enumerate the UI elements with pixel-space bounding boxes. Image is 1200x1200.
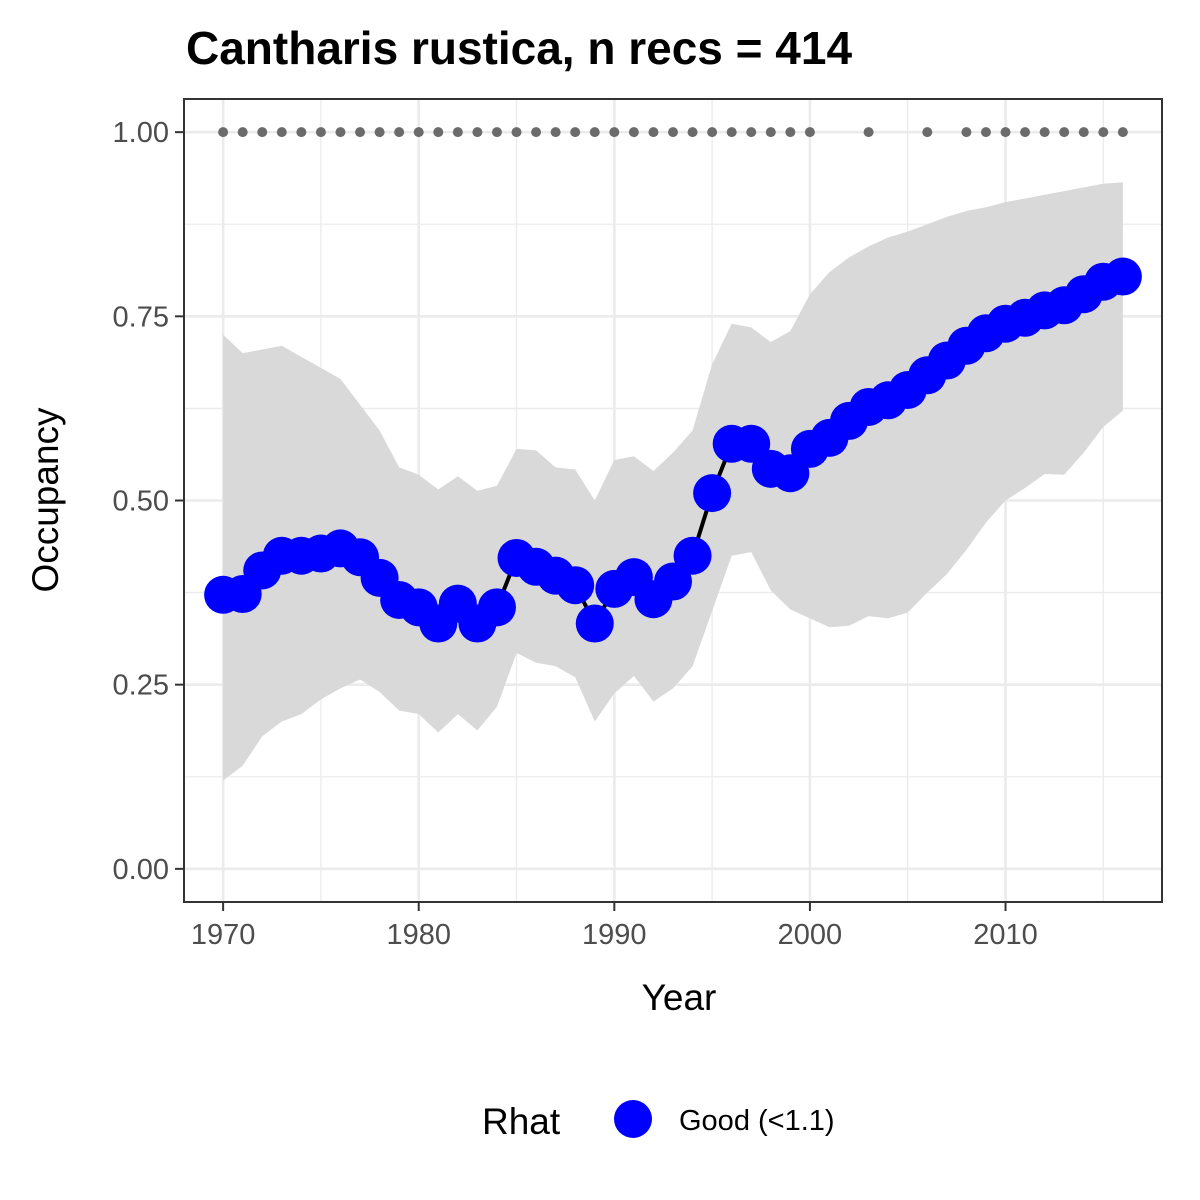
record-year-dot bbox=[511, 127, 522, 138]
record-year-dot bbox=[257, 127, 268, 138]
record-year-dot bbox=[1000, 127, 1011, 138]
legend: Rhat Good (<1.1) bbox=[482, 1100, 835, 1142]
occupancy-point bbox=[556, 566, 595, 605]
occupancy-point bbox=[654, 562, 692, 601]
confidence-ribbon-layer bbox=[223, 182, 1123, 781]
y-axis: 0.00 0.25 0.50 0.75 1.00 bbox=[113, 117, 184, 886]
occupancy-point bbox=[673, 536, 712, 575]
occupancy-point bbox=[575, 604, 614, 643]
record-year-dot bbox=[746, 127, 757, 138]
record-year-dot bbox=[218, 127, 229, 138]
record-year-dot bbox=[296, 127, 307, 138]
record-year-dot bbox=[237, 127, 248, 138]
record-year-dot bbox=[1059, 127, 1070, 138]
record-year-dot bbox=[765, 127, 776, 138]
record-year-dot bbox=[1098, 127, 1109, 138]
occupancy-point bbox=[1103, 257, 1142, 296]
record-year-dot bbox=[491, 127, 502, 138]
record-year-dot bbox=[335, 127, 346, 138]
record-year-dot bbox=[922, 127, 933, 138]
confidence-ribbon bbox=[223, 182, 1123, 781]
record-year-dot bbox=[355, 127, 366, 138]
record-year-dot bbox=[726, 127, 737, 138]
y-tick-label: 0.50 bbox=[113, 486, 169, 518]
legend-label-good: Good (<1.1) bbox=[679, 1105, 835, 1137]
record-year-dot bbox=[804, 127, 815, 138]
record-year-dot bbox=[863, 127, 874, 138]
occupancy-point bbox=[693, 474, 732, 513]
record-year-dot bbox=[980, 127, 991, 138]
y-axis-title: Occupancy bbox=[25, 407, 66, 593]
record-year-dot bbox=[433, 127, 444, 138]
record-years-layer bbox=[218, 127, 1128, 138]
record-year-dot bbox=[589, 127, 600, 138]
record-year-dot bbox=[687, 127, 698, 138]
record-year-dot bbox=[472, 127, 483, 138]
record-year-dot bbox=[707, 127, 718, 138]
record-year-dot bbox=[785, 127, 796, 138]
record-year-dot bbox=[413, 127, 424, 138]
x-tick-label: 2010 bbox=[973, 919, 1038, 951]
occupancy-points-layer bbox=[204, 257, 1142, 643]
x-tick-label: 1990 bbox=[582, 919, 647, 951]
y-tick-label: 0.75 bbox=[113, 301, 169, 333]
record-year-dot bbox=[276, 127, 287, 138]
chart-title: Cantharis rustica, n recs = 414 bbox=[186, 22, 852, 74]
legend-title: Rhat bbox=[482, 1101, 561, 1142]
record-year-dot bbox=[452, 127, 463, 138]
x-tick-label: 1970 bbox=[191, 919, 256, 951]
record-year-dot bbox=[961, 127, 972, 138]
record-year-dot bbox=[628, 127, 639, 138]
record-year-dot bbox=[531, 127, 542, 138]
legend-key-good bbox=[614, 1100, 652, 1138]
x-axis-title: Year bbox=[642, 977, 717, 1018]
record-year-dot bbox=[315, 127, 326, 138]
record-year-dot bbox=[1078, 127, 1089, 138]
record-year-dot bbox=[609, 127, 620, 138]
record-year-dot bbox=[374, 127, 385, 138]
occupancy-point bbox=[477, 588, 516, 627]
x-tick-label: 2000 bbox=[778, 919, 843, 951]
x-tick-label: 1980 bbox=[386, 919, 451, 951]
y-tick-label: 0.25 bbox=[113, 670, 169, 702]
record-year-dot bbox=[1117, 127, 1128, 138]
y-tick-label: 1.00 bbox=[113, 117, 169, 149]
record-year-dot bbox=[1020, 127, 1031, 138]
record-year-dot bbox=[394, 127, 405, 138]
record-year-dot bbox=[550, 127, 561, 138]
record-year-dot bbox=[668, 127, 678, 138]
x-axis: 1970 1980 1990 2000 2010 bbox=[191, 902, 1038, 951]
record-year-dot bbox=[648, 127, 659, 138]
record-year-dot bbox=[570, 127, 581, 138]
record-year-dot bbox=[1039, 127, 1050, 138]
y-tick-label: 0.00 bbox=[113, 854, 169, 886]
